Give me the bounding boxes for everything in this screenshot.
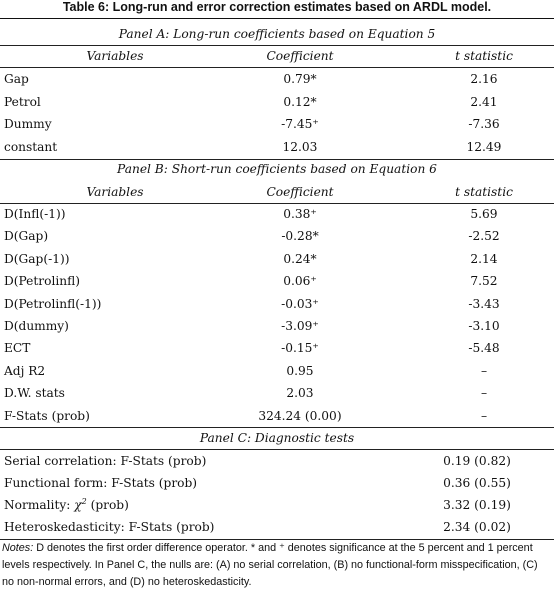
diag-value: 0.36 (0.55) [443,476,511,490]
coefficient-cell: 0.06⁺ [283,274,317,289]
diag-label: Heteroskedasticity: F-Stats (prob) [4,520,215,534]
table-row: D(Petrolinfl(-1)) -0.03⁺ -3.43 [0,293,554,316]
panel-c-rule [0,449,554,450]
table-row: ECT -0.15⁺ -5.48 [0,337,554,360]
coefficient-cell: -3.09⁺ [281,319,319,333]
diag-label: Normality: χ2 (prob) [4,494,129,517]
variable-cell: D(Petrolinfl) [4,274,80,289]
t-statistic-cell: 7.52 [470,274,498,289]
notes-label: Notes: [2,542,34,554]
coefficient-cell: -0.03⁺ [281,296,319,311]
coefficient-cell: 0.95 [286,363,314,378]
col-header-t-statistic: t statistic [455,185,513,199]
top-rule [0,18,554,19]
col-header-coefficient: Coefficient [266,185,334,199]
t-statistic-cell: 2.41 [470,94,498,109]
variable-cell: Adj R2 [4,363,46,378]
variable-cell: D(Gap(-1)) [4,251,70,266]
col-header-coefficient: Coefficient [266,49,334,63]
diag-value: 3.32 (0.19) [443,498,511,512]
diag-value: 2.34 (0.02) [443,520,511,534]
diag-label: Functional form: F-Stats (prob) [4,476,198,490]
chi-letter: χ [74,498,82,512]
variable-cell: Petrol [4,94,41,109]
table-row: F-Stats (prob) 324.24 (0.00) – [0,405,554,428]
table-title: Table 6: Long-run and error correction e… [62,0,492,14]
t-statistic-cell: 2.14 [470,251,498,266]
coefficient-cell: -7.45⁺ [281,117,319,131]
t-statistic-cell: 12.49 [466,139,502,154]
coefficient-cell: -0.28* [281,229,319,244]
table-row: Gap 0.79* 2.16 [0,68,554,91]
diag-row: Heteroskedasticity: F-Stats (prob) 2.34 … [0,516,554,539]
table-row: Petrol 0.12* 2.41 [0,91,554,114]
variable-cell: D(dummy) [4,319,69,333]
table-row: D(Infl(-1)) 0.38⁺ 5.69 [0,203,554,226]
table-row: D(Gap(-1)) 0.24* 2.14 [0,248,554,271]
t-statistic-cell: -3.43 [468,296,500,311]
diag-label: Serial correlation: F-Stats (prob) [4,454,207,468]
notes-text: D denotes the first order difference ope… [2,542,538,588]
variable-cell: constant [4,139,58,154]
panel-a-heading: Panel A: Long-run coefficients based on … [118,27,436,41]
col-header-variables: Variables [86,185,144,199]
panel-a-rule [0,45,554,46]
variable-cell: D(Gap) [4,229,49,244]
variable-cell: F-Stats (prob) [4,408,90,423]
table-row: Adj R2 0.95 – [0,360,554,383]
panel-b-top-rule [0,159,554,160]
coefficient-cell: 12.03 [282,139,318,154]
diag-row: Functional form: F-Stats (prob) 0.36 (0.… [0,472,554,495]
col-header-t-statistic: t statistic [455,49,513,63]
variable-cell: Dummy [4,117,52,131]
table-row: D(dummy) -3.09⁺ -3.10 [0,315,554,338]
table-row: Dummy -7.45⁺ -7.36 [0,113,554,136]
table-row: D(Petrolinfl) 0.06⁺ 7.52 [0,270,554,293]
panel-c-heading: Panel C: Diagnostic tests [199,431,355,445]
chi-exponent: 2 [81,496,87,506]
panel-a-header-rule [0,67,554,68]
panel-b-header-rule [0,203,554,204]
table-notes: Notes: D denotes the first order differe… [2,540,552,591]
coefficient-cell: 0.12* [283,94,317,109]
t-statistic-cell: 2.16 [470,72,498,86]
coefficient-cell: -0.15⁺ [281,341,319,356]
chi-square-symbol: χ2 [74,496,87,512]
t-statistic-cell: – [480,386,488,401]
coefficient-cell: 0.79* [283,72,317,86]
coefficient-cell: 0.38⁺ [283,207,317,221]
variable-cell: Gap [4,72,29,86]
panel-b-header-row: Variables Coefficient t statistic [0,181,554,204]
t-statistic-cell: – [480,363,488,378]
diag-row: Serial correlation: F-Stats (prob) 0.19 … [0,450,554,473]
coefficient-cell: 2.03 [286,386,314,401]
t-statistic-cell: -5.48 [468,341,500,356]
t-statistic-cell: -3.10 [468,319,500,333]
normality-prob-label: (prob) [90,498,129,512]
t-statistic-cell: – [480,408,488,423]
normality-label: Normality: [4,498,71,512]
variable-cell: D(Infl(-1)) [4,207,66,221]
table-row: constant 12.03 12.49 [0,136,554,159]
t-statistic-cell: 5.69 [470,207,498,221]
t-statistic-cell: -2.52 [468,229,500,244]
variable-cell: D(Petrolinfl(-1)) [4,296,102,311]
panel-b-heading: Panel B: Short-run coefficients based on… [117,162,437,176]
panel-c-top-rule [0,427,554,428]
diag-value: 0.19 (0.82) [443,454,511,468]
diag-row: Normality: χ2 (prob) 3.32 (0.19) [0,494,554,517]
table-row: D.W. stats 2.03 – [0,382,554,405]
variable-cell: D.W. stats [4,386,65,401]
table-row: D(Gap) -0.28* -2.52 [0,225,554,248]
variable-cell: ECT [4,341,31,356]
coefficient-cell: 0.24* [283,251,317,266]
bottom-rule [0,539,554,540]
panel-a-header-row: Variables Coefficient t statistic [0,45,554,68]
coefficient-cell: 324.24 (0.00) [258,408,342,423]
col-header-variables: Variables [86,49,144,63]
t-statistic-cell: -7.36 [468,117,500,131]
